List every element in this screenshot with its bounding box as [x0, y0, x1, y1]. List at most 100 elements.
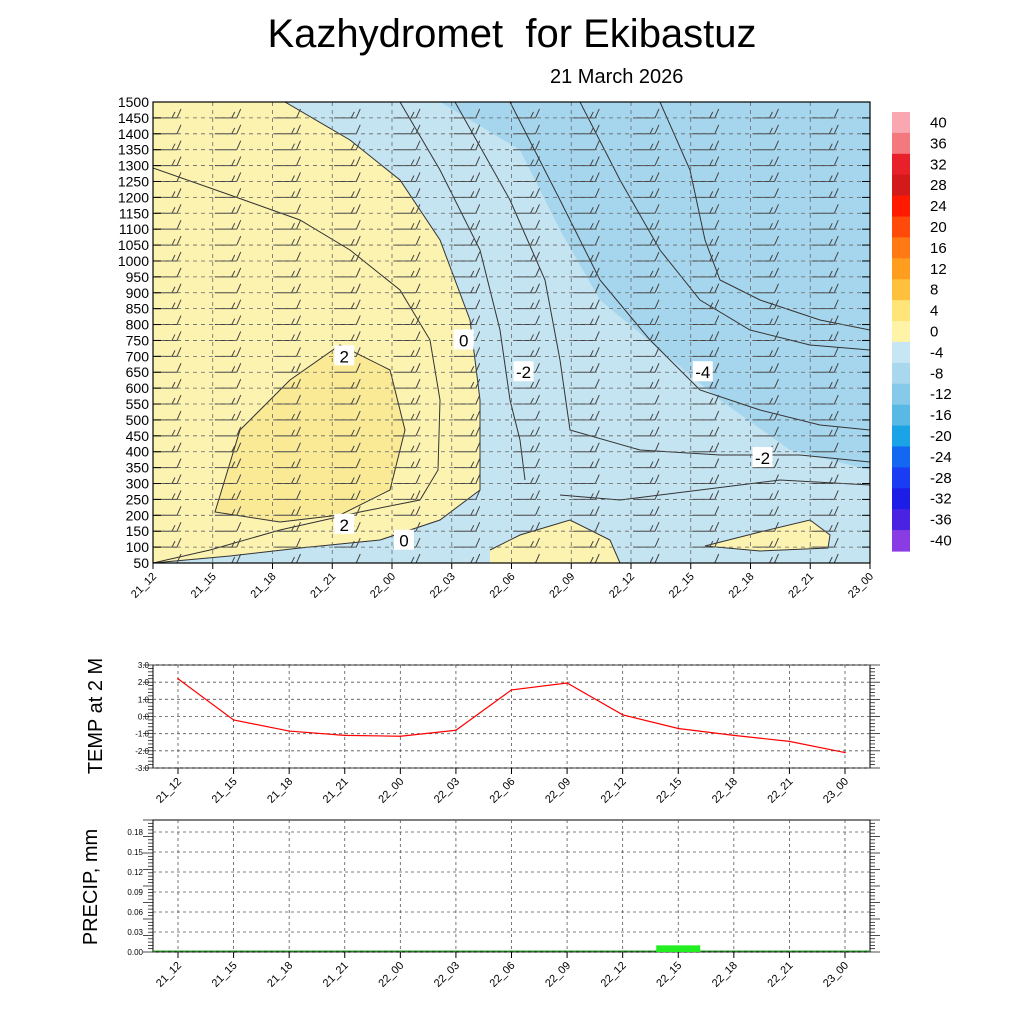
color-bar-label: -24 — [930, 449, 952, 466]
wind-barb — [812, 506, 839, 516]
level-tick-label: 850 — [126, 301, 150, 317]
color-bar-label: -8 — [930, 365, 943, 382]
wind-barb — [155, 102, 178, 103]
wind-barb — [812, 522, 839, 532]
color-bar-swatch — [892, 237, 910, 259]
color-bar-label: -40 — [930, 533, 952, 550]
time-tick-label: 21_18 — [265, 776, 295, 806]
time-tick-label: 21_15 — [189, 571, 219, 601]
time-tick-label: 21_15 — [210, 960, 240, 990]
wind-barb — [752, 553, 779, 563]
wind-barb — [812, 537, 839, 548]
svg-text:-2: -2 — [516, 363, 531, 382]
wind-barb — [692, 490, 720, 500]
wind-barb — [214, 553, 242, 563]
color-bar-label: 24 — [930, 198, 947, 215]
precipitation-tick-label: 0.09 — [127, 888, 143, 897]
temperature-tick-label: -3.0 — [135, 764, 149, 773]
wind-barb — [394, 553, 421, 563]
time-tick-label: 22_03 — [432, 960, 462, 990]
precipitation-y-label: PRECIP, mm — [80, 829, 102, 945]
level-tick-label: 1000 — [118, 253, 149, 269]
cross-section-panel: 5010015020025030035040045050055060065070… — [118, 94, 898, 601]
wind-barb — [692, 410, 720, 421]
wind-barb — [872, 554, 898, 563]
time-tick-label: 22_15 — [654, 960, 684, 990]
temperature-time-axis: 21_12 21_15 21_18 21_21 22_00 22_03 22_06 22_09… — [154, 768, 851, 806]
precipitation-panel: 0.180.150.120.090.060.030.00 21_12 21_15 2… — [80, 819, 880, 990]
time-tick-label: 21_21 — [321, 960, 351, 990]
color-bar-swatch — [892, 216, 910, 239]
wind-barb — [812, 219, 839, 230]
time-tick-label: 22_12 — [607, 571, 637, 601]
temperature-axis: 3.0 2.0 1.0 0.0 -1.0 -2.0 -3.0 — [135, 661, 880, 773]
time-tick-label: 21_12 — [154, 960, 184, 990]
temperature-point — [399, 735, 402, 738]
color-bar-label: 32 — [930, 156, 947, 173]
wind-barb — [573, 124, 600, 135]
level-tick-label: 1100 — [119, 221, 149, 237]
precipitation-series — [153, 945, 870, 952]
wind-barb — [573, 172, 600, 182]
wind-barb — [812, 251, 839, 262]
temperature-tick-label: 0.0 — [138, 713, 150, 722]
level-tick-label: 50 — [133, 555, 149, 571]
temperature-point — [510, 689, 513, 691]
wind-barb — [394, 102, 417, 103]
time-tick-label: 21_12 — [129, 571, 159, 601]
wind-barb — [812, 108, 839, 119]
color-bar-label: 40 — [930, 114, 947, 131]
wind-barb — [692, 283, 720, 294]
time-tick-label: 21_18 — [265, 960, 295, 990]
wind-barb — [573, 442, 600, 453]
wind-barb — [692, 156, 720, 167]
level-tick-label: 300 — [126, 476, 150, 492]
time-tick-label: 21_21 — [321, 776, 351, 806]
precipitation-tick-label: 0.06 — [127, 908, 143, 917]
color-bar-swatch — [892, 467, 910, 489]
color-bar-label: 0 — [930, 324, 938, 341]
time-tick-label: 22_21 — [786, 571, 816, 601]
time-tick-label: 22_03 — [432, 776, 462, 806]
temperature-point — [788, 740, 791, 743]
wind-barb — [812, 235, 839, 246]
wind-barb — [692, 522, 720, 532]
color-bar-swatch — [892, 279, 910, 301]
contour-label: -4 — [692, 361, 713, 382]
level-tick-label: 150 — [126, 523, 150, 539]
wind-barb — [812, 474, 839, 485]
level-tick-label: 600 — [126, 380, 150, 396]
wind-barb — [692, 474, 720, 485]
time-tick-label: 22_12 — [599, 960, 629, 990]
time-tick-label: 22_18 — [710, 960, 740, 990]
wind-barb — [573, 315, 600, 326]
wind-barb — [692, 299, 720, 310]
time-tick-label: 23_00 — [846, 571, 876, 601]
svg-text:2: 2 — [340, 347, 349, 366]
wind-barb — [692, 537, 720, 548]
temperature-tick-label: 2.0 — [138, 678, 150, 687]
precipitation-tick-label: 0.03 — [127, 928, 143, 937]
color-bar-label: -20 — [930, 428, 952, 445]
color-bar-label: -28 — [930, 470, 952, 487]
color-bar-swatch — [892, 132, 910, 155]
level-axis: 5010015020025030035040045050055060065070… — [118, 94, 870, 571]
time-tick-label: 22_09 — [547, 571, 577, 601]
wind-barb — [573, 426, 600, 437]
svg-text:-2: -2 — [755, 449, 770, 468]
temperature-y-label: TEMP at 2 M — [85, 658, 107, 774]
wind-barb — [812, 156, 839, 167]
time-tick-label: 22_00 — [376, 960, 406, 990]
color-bar-swatch — [892, 112, 910, 134]
contour-label: 0 — [453, 329, 474, 350]
color-bar-label: -32 — [930, 491, 952, 508]
wind-barb — [573, 219, 600, 230]
wind-barb — [692, 442, 720, 453]
level-tick-label: 550 — [126, 396, 150, 412]
contour-label: 2 — [334, 513, 355, 535]
wind-barb — [573, 251, 600, 262]
wind-barb — [752, 102, 776, 103]
wind-barb — [692, 331, 720, 341]
color-bar-label: 36 — [930, 135, 947, 152]
level-tick-label: 500 — [126, 412, 150, 428]
